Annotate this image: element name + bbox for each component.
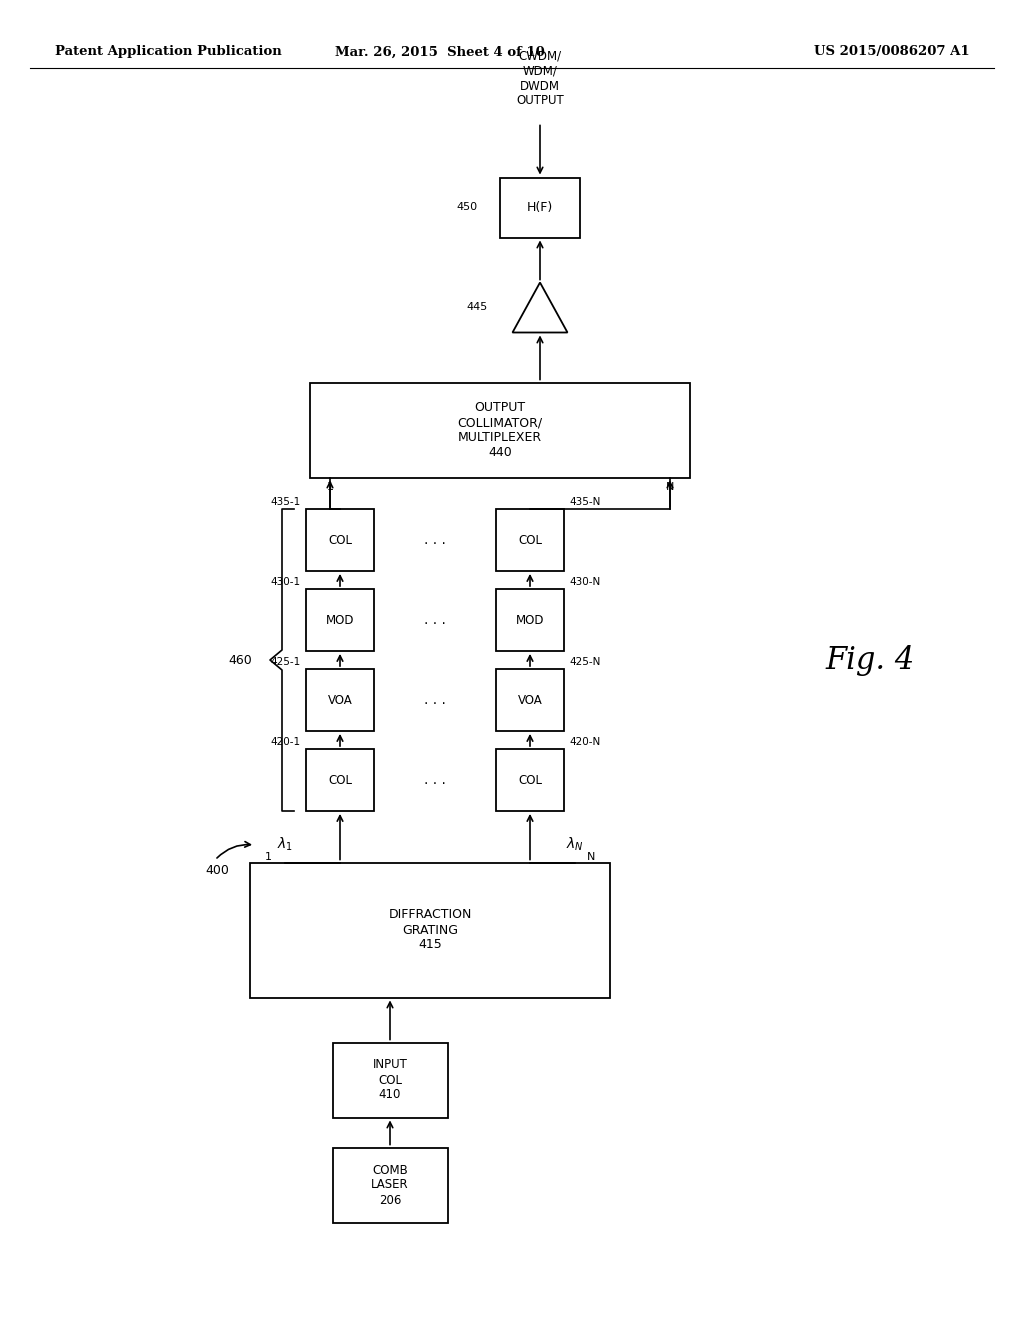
Text: Mar. 26, 2015  Sheet 4 of 10: Mar. 26, 2015 Sheet 4 of 10 [335, 45, 545, 58]
Text: $\lambda_N$: $\lambda_N$ [566, 836, 584, 853]
Text: INPUT
COL
410: INPUT COL 410 [373, 1059, 408, 1101]
Text: 425-1: 425-1 [270, 657, 301, 667]
Bar [496, 748, 564, 810]
Text: US 2015/0086207 A1: US 2015/0086207 A1 [814, 45, 970, 58]
Text: 435-1: 435-1 [270, 498, 301, 507]
Text: COMB
LASER
206: COMB LASER 206 [371, 1163, 409, 1206]
Text: Fig. 4: Fig. 4 [825, 644, 914, 676]
Text: COL: COL [328, 533, 352, 546]
Text: MOD: MOD [516, 614, 544, 627]
Text: Patent Application Publication: Patent Application Publication [55, 45, 282, 58]
Text: H(F): H(F) [527, 201, 553, 214]
Text: . . .: . . . [424, 533, 445, 546]
Text: VOA: VOA [517, 693, 543, 706]
Text: VOA: VOA [328, 693, 352, 706]
Bar [333, 1147, 447, 1222]
Text: CWDM/
WDM/
DWDM
OUTPUT: CWDM/ WDM/ DWDM OUTPUT [516, 49, 564, 107]
Text: 425-N: 425-N [569, 657, 600, 667]
Text: 400: 400 [205, 863, 229, 876]
Text: . . .: . . . [424, 693, 445, 708]
Text: MOD: MOD [326, 614, 354, 627]
Text: 450: 450 [457, 202, 478, 213]
Bar [310, 383, 690, 478]
Text: COL: COL [518, 774, 542, 787]
Bar [306, 510, 374, 572]
Text: OUTPUT
COLLIMATOR/
MULTIPLEXER
440: OUTPUT COLLIMATOR/ MULTIPLEXER 440 [458, 401, 543, 459]
Text: $\lambda_1$: $\lambda_1$ [276, 836, 293, 853]
Text: COL: COL [518, 533, 542, 546]
Bar [306, 748, 374, 810]
Bar [496, 510, 564, 572]
Bar [496, 669, 564, 731]
Text: 460: 460 [228, 653, 252, 667]
Bar [250, 862, 610, 998]
Bar [500, 177, 580, 238]
Text: 420-N: 420-N [569, 737, 600, 747]
Text: 420-1: 420-1 [271, 737, 301, 747]
Bar [306, 669, 374, 731]
Bar [496, 589, 564, 651]
Bar [333, 1043, 447, 1118]
Text: . . .: . . . [424, 612, 445, 627]
Text: 1: 1 [265, 853, 272, 862]
Text: N: N [587, 853, 595, 862]
Text: 445: 445 [466, 302, 487, 313]
Text: COL: COL [328, 774, 352, 787]
Text: 430-N: 430-N [569, 577, 600, 587]
Text: N: N [666, 483, 674, 492]
Text: 1: 1 [327, 483, 334, 492]
Text: 435-N: 435-N [569, 498, 600, 507]
Bar [306, 589, 374, 651]
Text: DIFFRACTION
GRATING
415: DIFFRACTION GRATING 415 [388, 908, 472, 952]
Text: . . .: . . . [424, 774, 445, 787]
Text: 430-1: 430-1 [271, 577, 301, 587]
